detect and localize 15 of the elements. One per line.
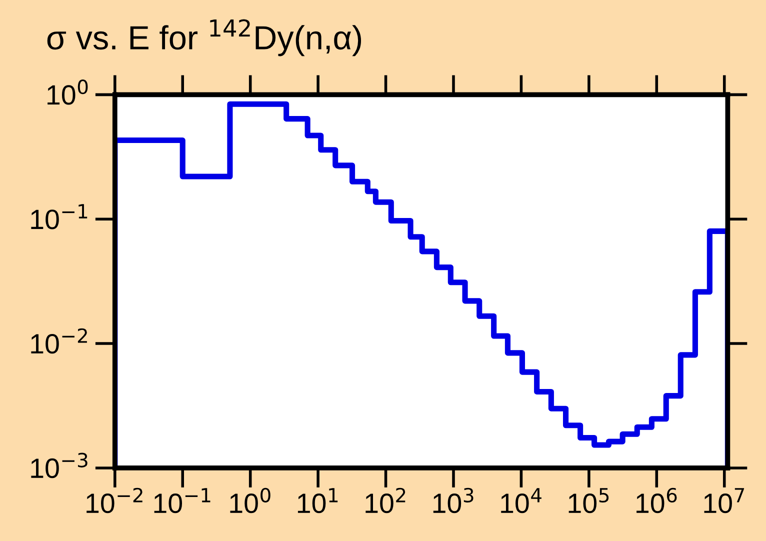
x-tick-label: 10$^{2}$ xyxy=(366,488,406,514)
x-tick-label: 10$^{6}$ xyxy=(636,488,677,514)
x-tick-label: 10$^{5}$ xyxy=(568,488,609,514)
y-tick-label: 10$^{−2}$ xyxy=(31,328,87,354)
x-tick-label: 10$^{4}$ xyxy=(501,488,542,514)
x-tick-label: 10$^{7}$ xyxy=(704,488,744,514)
x-tick-label: 10$^{−2}$ xyxy=(86,488,142,514)
y-tick-label: 10$^{−1}$ xyxy=(31,204,88,230)
x-tick-label: 10$^{3}$ xyxy=(433,488,474,514)
chart-title: σ vs. E for $^{142}$Dy(n,α) xyxy=(47,19,362,56)
x-tick-label: 10$^{−1}$ xyxy=(154,488,210,514)
x-tick-label: 10$^{1}$ xyxy=(298,488,338,514)
y-tick-label: 10$^{0}$ xyxy=(48,79,88,105)
y-tick-label: 10$^{−3}$ xyxy=(31,452,88,478)
x-tick-label: 10$^{0}$ xyxy=(230,488,270,514)
